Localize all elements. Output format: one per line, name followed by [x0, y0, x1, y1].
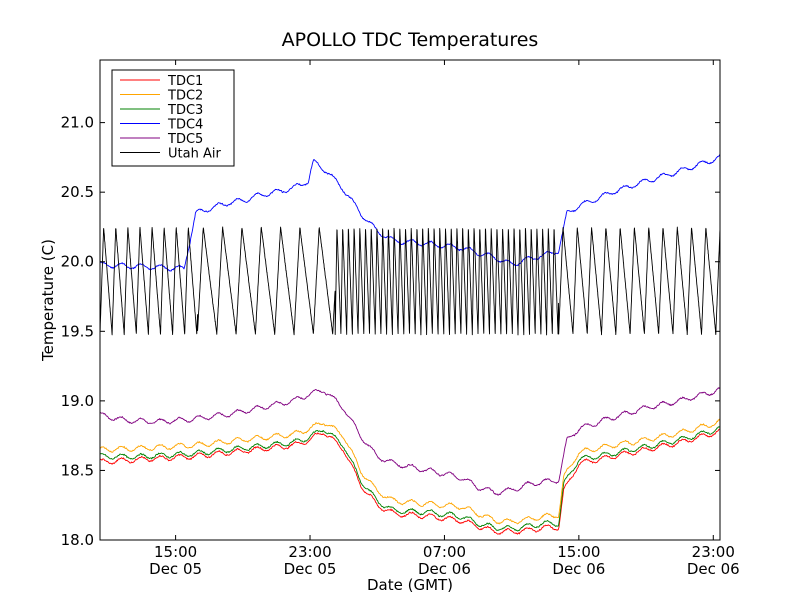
y-tick-label: 20.0: [61, 253, 94, 271]
y-tick-label: 19.0: [61, 392, 94, 410]
x-tick-time-label: 23:00: [288, 543, 331, 561]
legend-label: TDC4: [167, 118, 203, 133]
x-tick-date-label: Dec 05: [149, 560, 202, 578]
series-line-tdc3: [100, 426, 720, 532]
x-tick-date-label: Dec 06: [552, 560, 605, 578]
series-line-tdc4: [100, 154, 720, 272]
legend-label: TDC2: [167, 89, 203, 104]
y-tick-label: 18.5: [61, 461, 94, 479]
x-tick-date-label: Dec 05: [284, 560, 337, 578]
y-tick-label: 18.0: [61, 531, 94, 549]
legend-label: Utah Air: [168, 147, 221, 162]
legend-frame: [111, 69, 235, 167]
chart-title: APOLLO TDC Temperatures: [282, 29, 539, 51]
plot-area-frame: [99, 59, 721, 541]
x-tick-time-label: 07:00: [423, 543, 466, 561]
x-tick-time-label: 15:00: [154, 543, 197, 561]
series-line-tdc5: [100, 387, 720, 496]
y-tick-label: 21.0: [61, 114, 94, 132]
x-tick-date-label: Dec 06: [687, 560, 740, 578]
legend-label: TDC1: [167, 74, 203, 89]
y-tick-label: 19.5: [61, 322, 94, 340]
x-tick-date-label: Dec 06: [418, 560, 471, 578]
y-tick-label: 20.5: [61, 183, 94, 201]
series-line-tdc2: [100, 418, 720, 525]
series-layer: [100, 154, 720, 535]
x-axis-label: Date (GMT): [367, 576, 453, 594]
x-tick-time-label: 15:00: [557, 543, 600, 561]
x-tick-time-label: 23:00: [692, 543, 735, 561]
legend-label: TDC5: [167, 132, 203, 147]
legend-label: TDC3: [167, 103, 203, 118]
series-line-utah-air: [100, 226, 720, 336]
y-axis-label: Temperature (C): [39, 239, 57, 362]
series-line-tdc1: [100, 428, 720, 535]
